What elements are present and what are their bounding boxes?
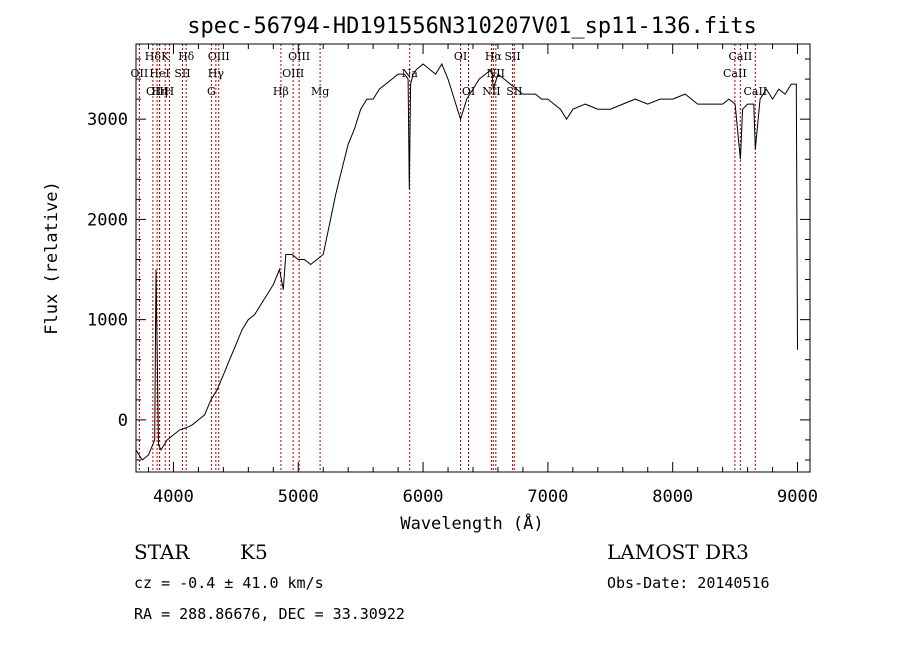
- observation-date: Obs-Date: 20140516: [607, 574, 770, 592]
- line-marker-label: Hδ: [178, 50, 195, 63]
- line-marker-label: Hβ: [273, 85, 289, 98]
- spectrum-series-line: [135, 62, 798, 461]
- line-marker-label: CaII: [723, 67, 747, 80]
- x-tick-label: 6000: [403, 487, 444, 507]
- line-marker-label: NII: [487, 67, 505, 80]
- line-marker-label: CaII: [729, 50, 753, 63]
- x-tick-label: 9000: [777, 487, 818, 507]
- line-marker-label: OI: [454, 50, 467, 63]
- line-marker-label: Na: [402, 67, 419, 80]
- spectral-subclass: K5: [240, 540, 268, 564]
- line-marker-label: OIII: [146, 85, 168, 98]
- line-marker-label: OIII: [288, 50, 310, 63]
- ra-dec-coordinates: RA = 288.86676, DEC = 33.30922: [134, 605, 405, 623]
- x-axis-ticks: 4000 5000 6000 7000 8000 9000: [147, 44, 818, 507]
- line-marker-label: HeI: [149, 67, 169, 80]
- object-class: STAR: [134, 540, 190, 564]
- spectral-line-labels: Hδ OII OIII K HeI HηH Hδ SII OIII Hγ G Hβ OIII OIII Mg…: [131, 50, 768, 98]
- redshift-velocity: cz = -0.4 ± 41.0 km/s: [134, 574, 324, 592]
- line-marker-label: Hη: [151, 85, 167, 98]
- line-marker-label: OIII: [282, 67, 304, 80]
- x-axis-label: Wavelength (Å): [400, 512, 543, 534]
- x-tick-label: 5000: [278, 487, 319, 507]
- y-tick-label: 2000: [87, 210, 128, 230]
- chart-title: spec-56794-HD191556N310207V01_sp11-136.f…: [187, 14, 757, 39]
- line-marker-label: K: [161, 50, 170, 63]
- line-marker-label: Hα: [485, 50, 503, 63]
- line-marker-label: Hγ: [208, 67, 225, 80]
- plot-frame: [135, 43, 811, 473]
- x-tick-label: 8000: [652, 487, 693, 507]
- survey-name: LAMOST DR3: [607, 540, 749, 564]
- y-tick-label: 3000: [87, 110, 128, 130]
- line-marker-label: OI: [462, 85, 475, 98]
- line-marker-label: SII: [506, 85, 522, 98]
- line-marker-label: CaII: [743, 85, 767, 98]
- line-marker-label: NII: [482, 85, 500, 98]
- spectral-line-markers: [138, 44, 756, 472]
- line-marker-label: OIII: [208, 50, 230, 63]
- line-marker-label: SII: [504, 50, 520, 63]
- y-axis-ticks: 0 1000 2000 3000: [87, 58, 810, 461]
- y-axis-label: Flux (relative): [42, 181, 62, 335]
- line-marker-label: Mg: [311, 85, 329, 98]
- line-marker-label: H: [165, 85, 175, 98]
- line-marker-label: G: [207, 85, 216, 98]
- y-tick-label: 0: [118, 411, 128, 431]
- x-tick-label: 7000: [527, 487, 568, 507]
- line-marker-label: OII: [131, 67, 149, 80]
- x-tick-label: 4000: [153, 487, 194, 507]
- line-marker-label: SII: [174, 67, 190, 80]
- y-tick-label: 1000: [87, 311, 128, 331]
- line-marker-label: Hδ: [145, 50, 162, 63]
